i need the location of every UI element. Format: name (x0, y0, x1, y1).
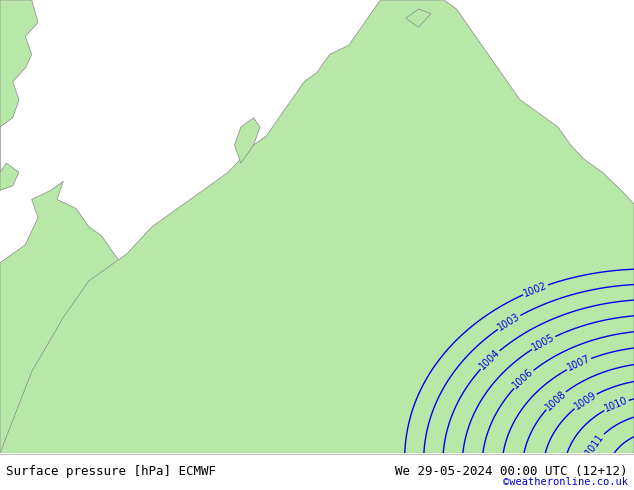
Polygon shape (0, 163, 19, 191)
Polygon shape (0, 0, 634, 453)
Text: 1009: 1009 (573, 390, 598, 412)
Polygon shape (235, 118, 260, 163)
Text: 1005: 1005 (530, 332, 557, 353)
Text: 1003: 1003 (496, 312, 522, 333)
Polygon shape (406, 9, 431, 27)
Polygon shape (0, 0, 38, 172)
Text: 1002: 1002 (522, 280, 549, 299)
Text: 1006: 1006 (511, 367, 536, 391)
Text: 1011: 1011 (584, 431, 606, 457)
Text: We 29-05-2024 00:00 UTC (12+12): We 29-05-2024 00:00 UTC (12+12) (395, 465, 628, 478)
Text: 1008: 1008 (543, 388, 568, 412)
Text: 1010: 1010 (603, 395, 630, 414)
Text: ©weatheronline.co.uk: ©weatheronline.co.uk (503, 477, 628, 487)
Polygon shape (0, 181, 127, 453)
Text: Surface pressure [hPa] ECMWF: Surface pressure [hPa] ECMWF (6, 465, 216, 478)
Text: 1007: 1007 (566, 354, 592, 373)
Text: 1004: 1004 (477, 347, 502, 372)
